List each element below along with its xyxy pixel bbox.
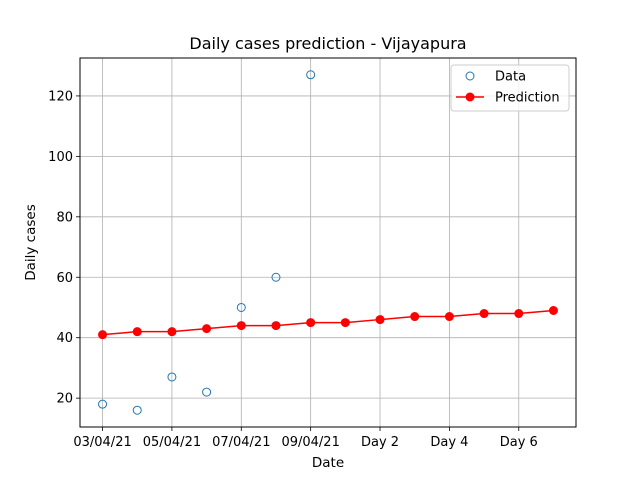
chart-title: Daily cases prediction - Vijayapura: [189, 34, 466, 53]
y-tick-label: 100: [48, 150, 73, 165]
data-point: [167, 372, 177, 382]
prediction-point: [410, 312, 420, 322]
legend-data-label: Data: [495, 70, 526, 85]
y-tick-label: 80: [56, 210, 73, 225]
prediction-point: [167, 327, 177, 337]
x-axis-label: Date: [312, 455, 344, 471]
y-tick-label: 60: [56, 271, 73, 286]
data-point: [132, 405, 142, 415]
prediction-point: [548, 305, 558, 315]
data-point: [202, 387, 212, 397]
x-tick-label: 07/04/21: [212, 435, 270, 450]
prediction-point: [340, 318, 350, 328]
prediction-point: [202, 324, 212, 334]
prediction-point: [236, 321, 246, 331]
legend-prediction-label: Prediction: [495, 91, 560, 106]
plot-frame: [79, 57, 577, 428]
legend-box: [450, 64, 570, 112]
legend-data-marker: [465, 71, 475, 81]
y-tick-label: 40: [56, 331, 73, 346]
data-point: [271, 272, 281, 282]
prediction-point: [132, 327, 142, 337]
prediction-point: [514, 309, 524, 319]
y-tick-label: 20: [56, 392, 73, 407]
data-point: [236, 302, 246, 312]
data-point: [306, 70, 316, 80]
x-tick-label: Day 2: [361, 435, 399, 450]
prediction-point: [306, 318, 316, 328]
prediction-line: [102, 309, 554, 336]
prediction-point: [375, 315, 385, 325]
prediction-point: [271, 321, 281, 331]
x-tick-label: 09/04/21: [281, 435, 339, 450]
series-layer: [98, 70, 558, 415]
prediction-point: [479, 309, 489, 319]
x-tick-label: Day 4: [430, 435, 468, 450]
legend-prediction-marker: [465, 92, 475, 102]
data-point: [98, 399, 108, 409]
legend: Data Prediction: [450, 64, 570, 112]
grid: [80, 58, 576, 427]
x-tick-label: 03/04/21: [73, 435, 131, 450]
prediction-point: [444, 312, 454, 322]
x-tick-label: 05/04/21: [143, 435, 201, 450]
ticks: 03/04/21 05/04/21 07/04/21 09/04/21 Day 2 Day…: [48, 89, 538, 450]
prediction-point: [98, 330, 108, 340]
y-tick-label: 120: [48, 89, 73, 104]
x-tick-label: Day 6: [500, 435, 538, 450]
y-axis-label: Daily cases: [23, 204, 39, 281]
